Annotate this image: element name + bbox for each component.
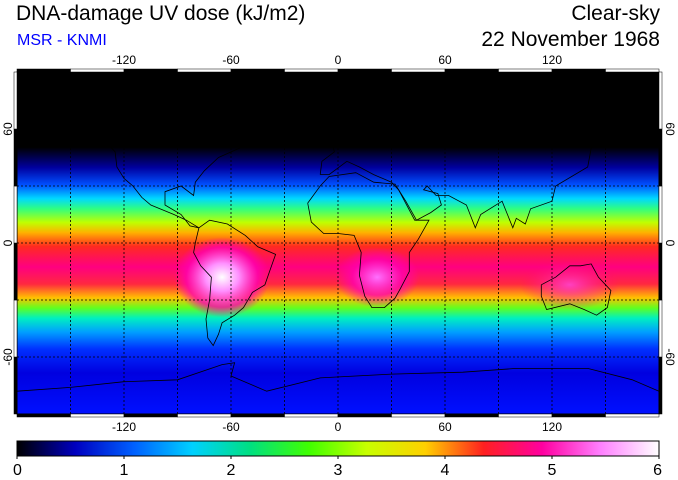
date-label: 22 November 1968 — [481, 28, 660, 51]
colorbar-label: 0 — [13, 462, 22, 479]
frame-bar-bottom — [605, 413, 660, 418]
lon-tick-label-bottom: -120 — [112, 420, 136, 434]
coastline-australia — [540, 263, 612, 316]
frame-bar-left — [13, 71, 18, 130]
lat-tick-label-right: 0 — [663, 240, 677, 247]
lon-tick-label-bottom: 0 — [335, 420, 342, 434]
lon-tick-label-top: -60 — [222, 53, 240, 67]
colorbar-gradient — [16, 440, 660, 457]
colorbar-label: 3 — [334, 462, 343, 479]
frame-bar-top — [605, 68, 660, 73]
hotspot-south-america — [174, 237, 271, 318]
coastline-south-america — [193, 219, 277, 347]
lat-tick-label-right: -60 — [663, 348, 677, 366]
lat-tick-label-left: -60 — [1, 348, 15, 366]
coastline-greenland — [208, 86, 303, 130]
colorbar-label: 4 — [441, 462, 450, 479]
lon-tick-label-top: -120 — [112, 53, 136, 67]
hotspot-australia — [519, 259, 620, 310]
lon-tick-label-top: 0 — [335, 53, 342, 67]
source-label: MSR - KNMI — [17, 32, 107, 49]
colorbar-label: 1 — [120, 462, 129, 479]
colorbar-label: 6 — [653, 462, 662, 479]
sky-condition-label: Clear-sky — [571, 2, 660, 25]
map-title: DNA-damage UV dose (kJ/m2) — [16, 2, 306, 25]
coastline-antarctica — [16, 362, 660, 392]
lat-tick-label-left: 0 — [1, 239, 15, 246]
colorbar-label: 5 — [548, 462, 557, 479]
lat-tick-label-right: 60 — [663, 122, 677, 136]
lon-tick-label-bottom: -60 — [222, 420, 240, 434]
coastline-africa — [307, 172, 430, 308]
frame-bar-right — [658, 71, 663, 130]
lon-tick-label-top: 60 — [438, 53, 452, 67]
lon-tick-label-bottom: 120 — [542, 420, 562, 434]
lon-tick-label-bottom: 60 — [438, 420, 452, 434]
colorbar-label: 2 — [227, 462, 236, 479]
lon-tick-label-top: 120 — [542, 53, 562, 67]
coastline-north-america — [43, 105, 241, 229]
lat-tick-label-left: 60 — [1, 122, 15, 136]
